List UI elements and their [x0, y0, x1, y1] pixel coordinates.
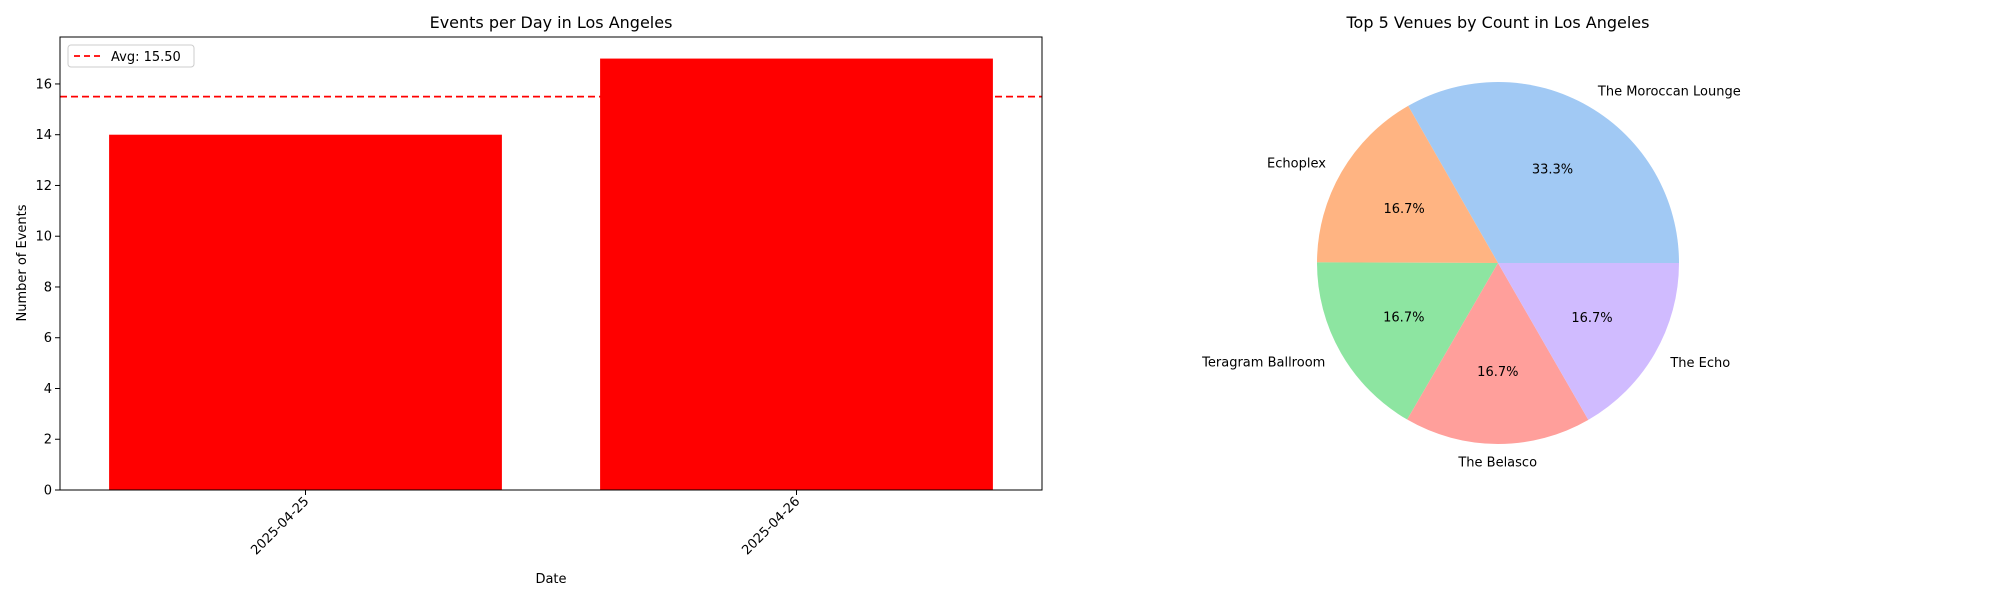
- bar-y-axis-ticks: 0 2 4 6 8 10 12 14 16: [35, 77, 60, 499]
- bar-2025-04-25: [109, 134, 502, 491]
- pie-slice-teragram-ballroom: [1317, 262, 1498, 420]
- bar-x-axis-ticks: 2025-04-25 2025-04-26: [248, 490, 803, 558]
- pie-slice-the-belasco: [1407, 263, 1589, 444]
- y-tick-label: 14: [35, 128, 52, 143]
- pie-slice-echoplex: [1317, 105, 1498, 263]
- pie-percentage-label: 16.7%: [1571, 311, 1612, 326]
- y-tick-label: 12: [35, 179, 52, 194]
- bar-series: [109, 58, 993, 491]
- legend: Avg: 15.50: [67, 44, 195, 68]
- pie-percentage-label: 16.7%: [1383, 311, 1424, 326]
- pie-slices: 33.3% The Moroccan Lounge 16.7% Echoplex 16.…: [1201, 82, 1741, 471]
- legend-box: [67, 44, 195, 68]
- pie-percentage-label: 16.7%: [1477, 365, 1518, 380]
- pie-chart: Top 5 Venues by Count in Los Angeles 33.…: [1201, 13, 1741, 471]
- y-tick-label: 16: [35, 77, 52, 92]
- y-tick-label: 4: [44, 382, 52, 397]
- bar-chart: Events per Day in Los Angeles 0 2 4 6 8 10 12 1…: [15, 13, 1043, 587]
- y-tick-label: 8: [44, 280, 52, 295]
- pie-slice-label: The Echo: [1669, 356, 1730, 371]
- x-tick-label: 2025-04-26: [739, 494, 803, 558]
- x-tick-label: 2025-04-25: [248, 494, 312, 558]
- plot-frame: [59, 36, 1043, 491]
- y-axis-label: Number of Events: [15, 204, 30, 321]
- y-tick-label: 10: [35, 230, 52, 245]
- pie-percentage-label: 16.7%: [1383, 202, 1424, 217]
- pie-chart-title: Top 5 Venues by Count in Los Angeles: [1346, 13, 1650, 32]
- x-axis-label: Date: [535, 572, 566, 587]
- pie-slice-the-echo: [1498, 263, 1679, 420]
- y-tick-label: 0: [44, 484, 52, 499]
- bar-chart-title: Events per Day in Los Angeles: [430, 13, 673, 32]
- pie-percentage-label: 33.3%: [1532, 163, 1573, 178]
- y-tick-label: 6: [44, 331, 52, 346]
- legend-label: Avg: 15.50: [111, 50, 181, 65]
- bar-2025-04-26: [600, 58, 993, 490]
- pie-slice-label: The Moroccan Lounge: [1597, 84, 1741, 99]
- pie-slice-label: Teragram Ballroom: [1201, 356, 1325, 371]
- y-tick-label: 2: [44, 433, 52, 448]
- pie-slice-label: The Belasco: [1457, 456, 1537, 471]
- pie-slice-the-moroccan-lounge: [1408, 82, 1679, 263]
- pie-slice-label: Echoplex: [1267, 156, 1326, 171]
